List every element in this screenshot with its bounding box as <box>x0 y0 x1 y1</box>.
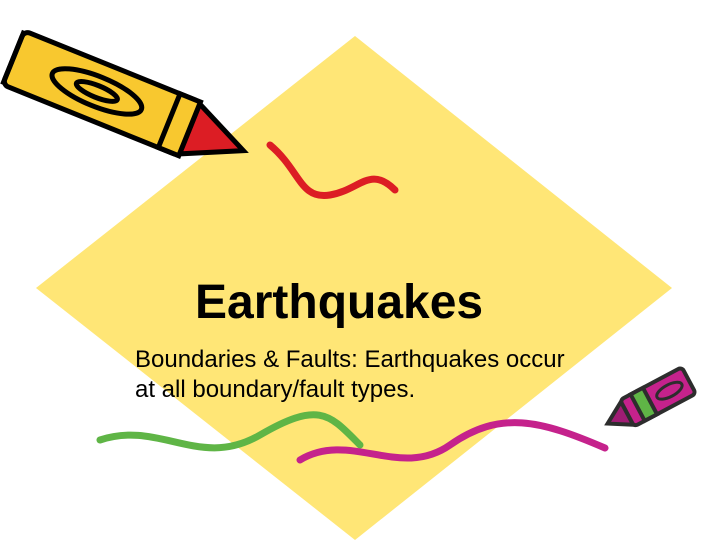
slide-title: Earthquakes <box>195 275 483 330</box>
slide: Earthquakes Boundaries & Faults: Earthqu… <box>0 0 720 540</box>
slide-subtitle: Boundaries & Faults: Earthquakes occur a… <box>135 345 575 405</box>
background-art <box>0 0 720 540</box>
small-crayon <box>601 367 696 437</box>
